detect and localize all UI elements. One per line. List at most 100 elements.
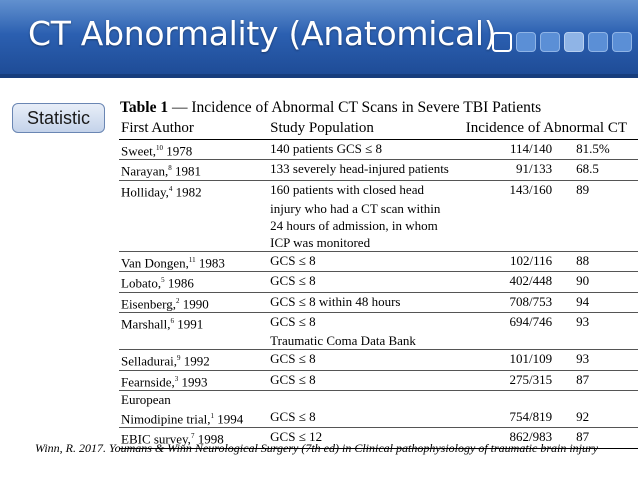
population-cell: injury who had a CT scan within [270, 200, 441, 216]
author-name: Nimodipine trial, [121, 411, 211, 427]
population-cell: 140 patients GCS ≤ 8 [268, 139, 464, 161]
population-cell: GCS ≤ 8 [268, 407, 464, 429]
incidence-percent-cell [566, 332, 638, 351]
incidence-fraction-cell: 143/160 [509, 181, 553, 197]
author-cell: Narayan,8 1981 [119, 159, 269, 181]
author-name: Selladurai, [121, 353, 177, 369]
table-row: ICP was monitored [119, 233, 638, 252]
population-cell: GCS ≤ 8 [268, 370, 464, 391]
author-cell [119, 233, 269, 252]
slide-title: CT Abnormality (Anatomical) [28, 14, 497, 53]
reference-number: 6 [170, 316, 174, 325]
study-year: 1992 [180, 353, 210, 369]
table-row: Lobato,5 1986 GCS ≤ 8 402/448 90 [119, 271, 638, 293]
ct-incidence-table: First Author Study Population Incidence … [119, 120, 638, 449]
incidence-percent-cell: 88 [566, 251, 638, 273]
incidence-percent-cell [566, 217, 638, 234]
author-cell: Van Dongen,11 1983 [119, 251, 269, 273]
square-icon [588, 32, 608, 52]
author-name: Marshall, [121, 316, 171, 332]
author-cell: European [119, 390, 268, 408]
table-row: Selladurai,9 1992 GCS ≤ 8 101/109 93 [119, 349, 638, 371]
author-name: Holliday, [121, 183, 169, 199]
population-cell: 160 patients with closed head [270, 181, 424, 197]
table-row: Sweet,10 1978 140 patients GCS ≤ 8 114/140… [119, 139, 638, 161]
incidence-fraction-cell: 101/109 [463, 349, 567, 371]
study-year: 1978 [163, 143, 193, 159]
header-shine [0, 0, 638, 34]
statistic-badge: Statistic [12, 103, 105, 133]
table-row: Nimodipine trial,1 1994 GCS ≤ 8 754/819 92 [119, 407, 638, 429]
author-cell: Nimodipine trial,1 1994 [119, 407, 269, 429]
author-cell [119, 217, 268, 234]
incidence-percent-cell: 89 [576, 181, 590, 197]
population-cell: ICP was monitored [268, 233, 464, 252]
reference-number: 11 [188, 255, 196, 264]
slide-header: CT Abnormality (Anatomical) [0, 0, 638, 78]
table-row: Eisenberg,2 1990 GCS ≤ 8 within 48 hours 7… [119, 292, 638, 313]
study-year: 1990 [179, 295, 209, 311]
study-year: 1982 [172, 183, 202, 199]
table-row: Narayan,8 1981 133 severely head-injured … [119, 159, 638, 181]
author-name: EBIC survey, [121, 431, 191, 447]
reference-number: 8 [168, 164, 172, 173]
study-year: 1981 [171, 163, 202, 179]
table-row: Marshall,6 1991 GCS ≤ 8 694/746 93 [119, 312, 638, 332]
study-year: 1994 [214, 411, 244, 427]
author-name: Eisenberg, [121, 295, 176, 311]
table-row: injury who had a CT scan within [119, 200, 638, 217]
incidence-percent-cell: 93 [576, 313, 590, 329]
author-name: Narayan, [121, 163, 169, 179]
study-year: 1993 [178, 373, 208, 389]
author-cell: Sweet,10 1978 [119, 139, 269, 161]
incidence-fraction-cell: 275/315 [463, 370, 567, 391]
header-incidence: Incidence of Abnormal CT [463, 120, 638, 140]
incidence-percent-cell: 93 [566, 349, 638, 371]
author-cell: Eisenberg,2 1990 [119, 292, 269, 313]
square-icon [540, 32, 560, 52]
incidence-fraction-cell: 708/753 [463, 292, 567, 313]
table-row: Van Dongen,11 1983 GCS ≤ 8 102/116 88 [119, 251, 638, 273]
square-icon [612, 32, 632, 52]
study-year: 1986 [164, 275, 194, 291]
population-cell: Traumatic Coma Data Bank [268, 332, 464, 351]
incidence-fraction-cell: 694/746 [509, 313, 553, 329]
author-cell: Holliday,4 1982 [119, 180, 268, 200]
square-outline-icon [492, 32, 512, 52]
square-icon [564, 32, 584, 52]
table-row: EBIC survey,7 1998 GCS ≤ 12 862/983 87 [119, 427, 638, 449]
header-first-author: First Author [119, 120, 269, 140]
table-row: Holliday,4 1982 160 patients with closed … [119, 180, 638, 200]
incidence-fraction-cell [463, 233, 567, 252]
author-name: Van Dongen, [121, 255, 189, 271]
study-year: 1983 [195, 255, 225, 271]
author-cell: Selladurai,9 1992 [119, 349, 269, 371]
author-cell: EBIC survey,7 1998 [119, 427, 269, 449]
population-cell: GCS ≤ 12 [268, 427, 464, 449]
square-icon [516, 32, 536, 52]
reference-number: 7 [190, 432, 195, 441]
incidence-fraction-cell: 114/140 [463, 139, 567, 161]
incidence-percent-cell: 81.5% [566, 139, 638, 161]
incidence-fraction-cell [464, 200, 566, 217]
incidence-percent-cell: 87 [566, 427, 638, 449]
header-stripe [0, 74, 638, 78]
incidence-percent-cell [566, 390, 638, 408]
incidence-fraction-cell: 754/819 [463, 407, 567, 429]
reference-number: 3 [174, 374, 179, 383]
incidence-percent-cell: 90 [566, 271, 638, 293]
population-cell [268, 390, 464, 408]
table-title-bold: Table 1 [120, 99, 169, 116]
author-name: Sweet, [121, 143, 157, 159]
author-cell [119, 332, 269, 351]
author-cell [119, 200, 268, 217]
incidence-percent-cell: 68.5 [566, 159, 638, 181]
population-cell: GCS ≤ 8 within 48 hours [268, 292, 464, 313]
author-cell: Marshall,6 1991 [119, 312, 268, 332]
population-cell: GCS ≤ 8 [270, 313, 316, 329]
incidence-fraction-cell [464, 390, 566, 408]
incidence-fraction-cell [464, 217, 566, 234]
incidence-fraction-cell: 102/116 [463, 251, 567, 273]
table-row: 24 hours of admission, in whom [119, 217, 638, 234]
population-cell: 133 severely head-injured patients [268, 159, 464, 181]
